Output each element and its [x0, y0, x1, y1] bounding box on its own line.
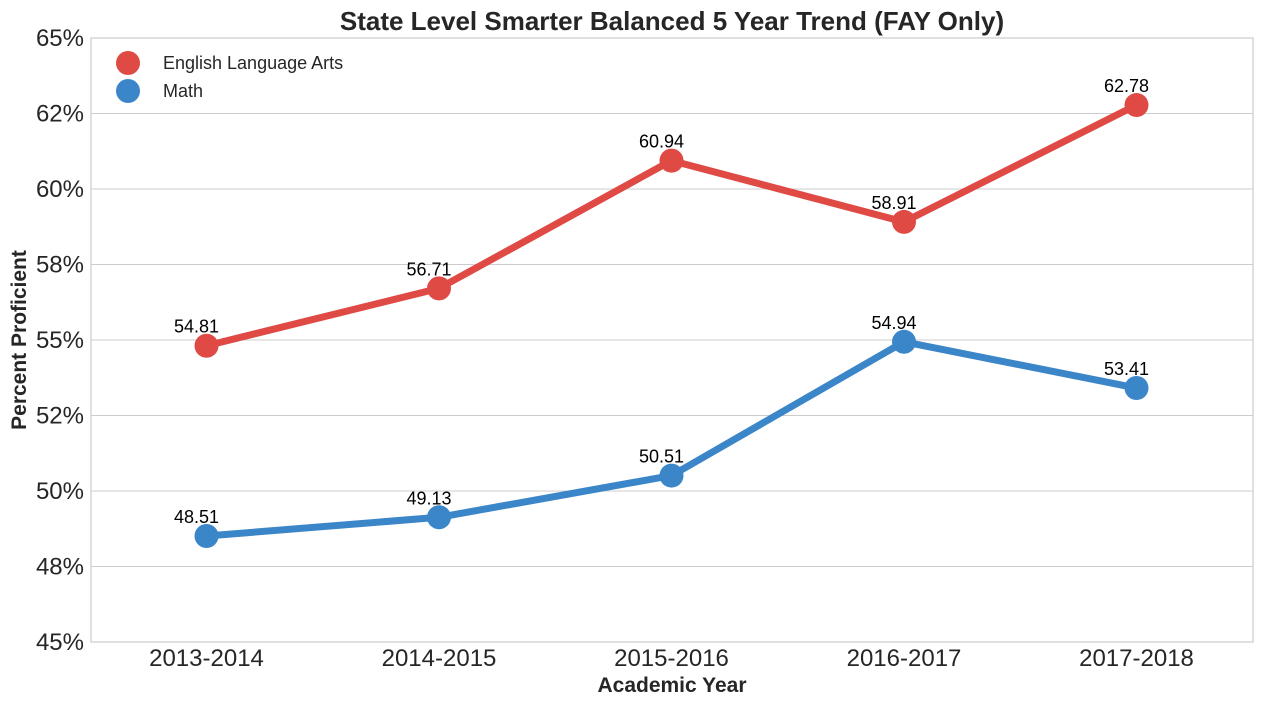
- plot-frame: [90, 37, 1254, 643]
- data-point: [194, 333, 219, 358]
- data-label: 60.94: [639, 132, 684, 152]
- series-line: [203, 338, 1140, 540]
- legend: English Language Arts Math: [116, 51, 343, 103]
- data-point: [659, 463, 684, 488]
- legend-label: English Language Arts: [163, 53, 343, 73]
- x-tick-label: 2014-2015: [382, 645, 497, 672]
- x-tick-label: 2015-2016: [614, 645, 729, 672]
- data-point: [427, 276, 451, 301]
- data-label: 48.51: [174, 507, 219, 527]
- y-tick-label: 45%: [36, 629, 84, 656]
- y-axis-label: Percent Proficient: [8, 250, 31, 430]
- data-label: 54.94: [871, 313, 916, 333]
- data-label: 49.13: [406, 488, 451, 508]
- y-tick-label: 50%: [36, 478, 84, 505]
- y-tick-label: 58%: [36, 252, 84, 279]
- series-0: 54.81 56.71 60.94 58.91 62.78: [174, 76, 1149, 358]
- legend-marker: [116, 51, 140, 75]
- data-label: 53.41: [1104, 359, 1149, 379]
- x-axis-label: Academic Year: [597, 674, 746, 697]
- y-tick-label: 52%: [36, 403, 84, 430]
- data-point: [892, 329, 916, 354]
- y-tick-label: 60%: [36, 176, 84, 203]
- series-1: 48.51 49.13 50.51 54.94 53.41: [174, 313, 1149, 548]
- data-label: 56.71: [406, 259, 451, 279]
- data-point: [1124, 93, 1149, 118]
- y-tick-label: 48%: [36, 554, 84, 581]
- legend-label: Math: [163, 81, 203, 101]
- data-label: 50.51: [639, 447, 684, 467]
- data-label: 58.91: [871, 193, 916, 213]
- data-label: 54.81: [174, 317, 219, 337]
- y-tick-label: 65%: [36, 25, 84, 52]
- legend-marker: [116, 79, 140, 103]
- x-tick-label: 2013-2014: [149, 645, 264, 672]
- chart-title: State Level Smarter Balanced 5 Year Tren…: [340, 6, 1004, 36]
- y-tick-label: 62%: [36, 101, 84, 128]
- x-tick-labels: 2013-2014 2014-2015 2015-2016 2016-2017 2017…: [149, 645, 1194, 672]
- y-tick-labels: 45% 48% 50% 52% 55% 58% 60% 62% 65%: [36, 25, 84, 656]
- data-point: [892, 209, 916, 234]
- data-point: [1124, 376, 1149, 401]
- x-tick-label: 2017-2018: [1079, 645, 1194, 672]
- data-point: [659, 148, 684, 173]
- data-point: [427, 505, 451, 530]
- data-point: [194, 523, 219, 548]
- data-label: 62.78: [1104, 76, 1149, 96]
- x-tick-label: 2016-2017: [847, 645, 962, 672]
- grid-lines: [91, 37, 1253, 643]
- y-tick-label: 55%: [36, 327, 84, 354]
- series-lines: 54.81 56.71 60.94 58.91 62.78 48.51 49.13 50.51…: [174, 76, 1149, 548]
